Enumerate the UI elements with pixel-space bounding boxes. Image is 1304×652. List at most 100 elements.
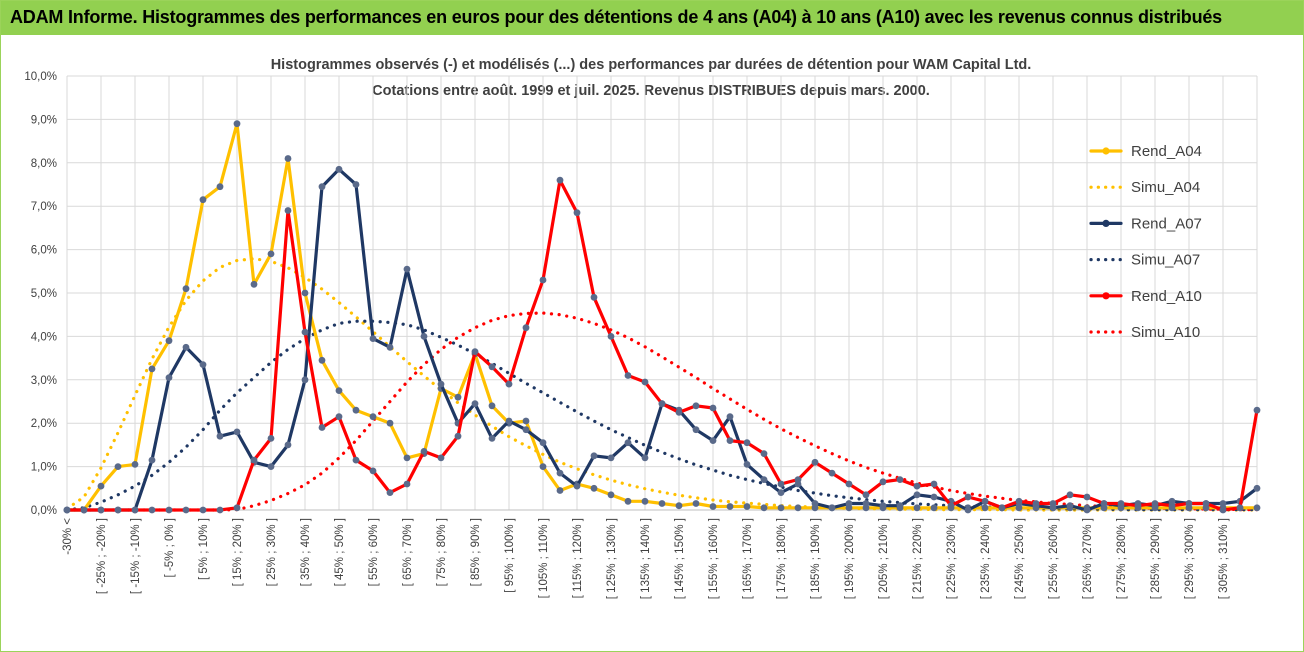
data-point — [1134, 502, 1142, 510]
series-Rend_A10 — [63, 176, 1261, 514]
data-point — [624, 439, 632, 447]
data-point — [148, 456, 156, 464]
data-point — [369, 413, 377, 421]
gridlines — [66, 75, 1258, 511]
data-point — [267, 435, 275, 442]
data-point — [845, 500, 853, 507]
data-point — [913, 482, 921, 490]
x-tick-label: [ 155% ; 160% ] — [708, 518, 720, 599]
y-tick-label: 7,0% — [31, 201, 57, 213]
data-point — [233, 504, 241, 512]
data-point — [420, 448, 428, 455]
data-point — [471, 400, 479, 408]
data-point — [301, 328, 309, 336]
data-point — [1066, 502, 1074, 510]
data-point — [437, 454, 445, 462]
data-point — [131, 461, 139, 468]
data-point — [1032, 500, 1040, 507]
data-point — [1253, 504, 1261, 512]
data-point — [607, 454, 615, 462]
x-tick-label: [ 65% ; 70% ] — [402, 518, 414, 586]
legend-label: Rend_A10 — [1131, 288, 1202, 305]
y-tick-label: 4,0% — [31, 331, 57, 343]
data-point — [488, 363, 496, 371]
data-point — [981, 504, 989, 512]
data-point — [828, 504, 836, 512]
data-point — [216, 432, 224, 440]
legend-label: Simu_A07 — [1131, 252, 1200, 269]
data-point — [233, 428, 241, 436]
x-tick-label: [ -25% ; -20% ] — [96, 518, 108, 594]
data-point — [675, 502, 683, 510]
series-line — [65, 311, 1259, 512]
data-point — [845, 480, 853, 488]
data-point — [556, 487, 564, 494]
data-point — [811, 500, 819, 507]
x-tick-label: [ 215% ; 220% ] — [912, 518, 924, 599]
data-point — [692, 500, 700, 507]
data-point — [794, 504, 802, 512]
series-layer — [63, 120, 1261, 514]
data-point — [556, 176, 564, 184]
data-point — [709, 404, 717, 412]
data-point — [250, 456, 258, 464]
data-point — [182, 343, 190, 351]
x-tick-label: [ 295% ; 300% ] — [1184, 518, 1196, 599]
data-point — [335, 413, 343, 421]
data-point — [1151, 500, 1159, 507]
data-point — [760, 476, 768, 483]
data-point — [709, 503, 717, 510]
data-point — [97, 506, 105, 514]
x-tick-label: [ 5% ; 10% ] — [198, 518, 210, 580]
data-point — [862, 491, 870, 499]
data-point — [692, 402, 700, 410]
data-point — [556, 469, 564, 477]
data-point — [352, 456, 360, 464]
data-point — [658, 500, 666, 507]
y-tick-label: 5,0% — [31, 288, 57, 300]
data-point — [777, 504, 785, 512]
data-point — [1236, 504, 1244, 512]
data-point — [1253, 484, 1261, 492]
data-point — [930, 493, 938, 501]
data-point — [930, 480, 938, 488]
data-point — [403, 454, 411, 462]
data-point — [777, 480, 785, 488]
series-line — [65, 178, 1259, 512]
x-tick-label: [ 245% ; 250% ] — [1014, 518, 1026, 599]
data-point — [318, 356, 326, 364]
data-point — [1083, 506, 1091, 514]
data-point — [148, 506, 156, 514]
x-tick-label: [ 175% ; 180% ] — [776, 518, 788, 599]
data-point — [1168, 502, 1176, 510]
data-point — [148, 365, 156, 373]
data-point — [539, 439, 547, 447]
x-tick-label: [ 145% ; 150% ] — [674, 518, 686, 599]
x-tick-label: [ -15% ; -10% ] — [130, 518, 142, 594]
data-point — [471, 348, 479, 355]
data-point — [624, 372, 632, 379]
data-point — [913, 491, 921, 499]
data-point — [505, 380, 513, 388]
data-point — [97, 482, 105, 490]
data-point — [624, 497, 632, 505]
y-tick-label: 0,0% — [31, 505, 57, 517]
x-tick-label: -30% < — [62, 518, 74, 555]
data-point — [386, 343, 394, 351]
data-point — [522, 426, 530, 434]
data-point — [794, 476, 802, 483]
data-point — [539, 276, 547, 284]
legend-item-Rend_A07: Rend_A07 — [1089, 215, 1202, 232]
x-tick-label: [ 35% ; 40% ] — [300, 518, 312, 586]
legend-label: Rend_A07 — [1131, 215, 1202, 232]
y-tick-label: 1,0% — [31, 462, 57, 474]
x-tick-label: [ 105% ; 110% ] — [538, 518, 550, 598]
x-tick-label: [ 55% ; 60% ] — [368, 518, 380, 586]
data-point — [981, 497, 989, 505]
line-chart: Histogrammes observés (-) et modélisés (… — [24, 57, 1261, 599]
data-point — [1083, 493, 1091, 501]
data-point — [964, 493, 972, 501]
data-point — [607, 491, 615, 499]
legend-item-Rend_A10: Rend_A10 — [1089, 288, 1202, 305]
